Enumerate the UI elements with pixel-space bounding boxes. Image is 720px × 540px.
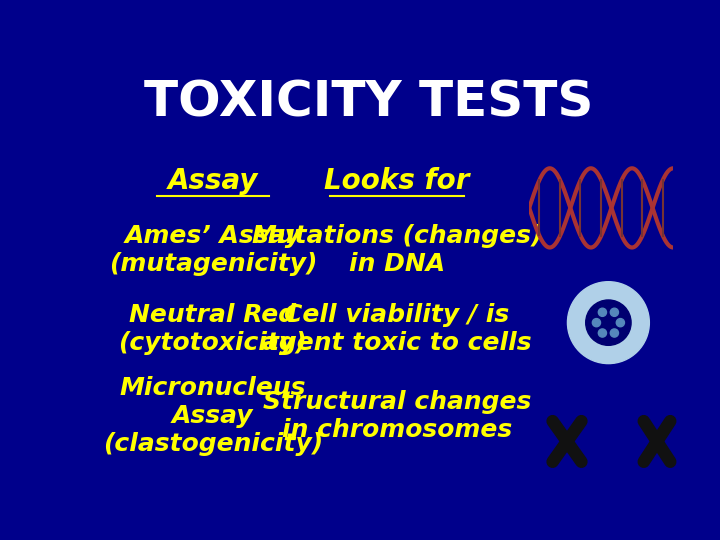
Text: Assay: Assay (168, 167, 258, 195)
Circle shape (593, 319, 600, 327)
Circle shape (616, 319, 624, 327)
Text: Looks for: Looks for (324, 167, 469, 195)
Circle shape (598, 329, 606, 337)
Text: Structural changes
in chromosomes: Structural changes in chromosomes (263, 390, 531, 442)
Text: Ames’ Assay
(mutagenicity): Ames’ Assay (mutagenicity) (109, 224, 317, 276)
Text: Cell viability / is
agent toxic to cells: Cell viability / is agent toxic to cells (262, 303, 531, 355)
Circle shape (611, 308, 618, 316)
Circle shape (586, 300, 631, 346)
Circle shape (567, 282, 649, 363)
Circle shape (611, 329, 618, 337)
Text: Mutations (changes)
in DNA: Mutations (changes) in DNA (252, 224, 542, 276)
Circle shape (598, 308, 606, 316)
Text: Neutral Red
(cytotoxicity): Neutral Red (cytotoxicity) (119, 303, 307, 355)
Text: Micronucleus
Assay
(clastogenicity): Micronucleus Assay (clastogenicity) (103, 376, 323, 456)
Text: TOXICITY TESTS: TOXICITY TESTS (144, 78, 594, 126)
